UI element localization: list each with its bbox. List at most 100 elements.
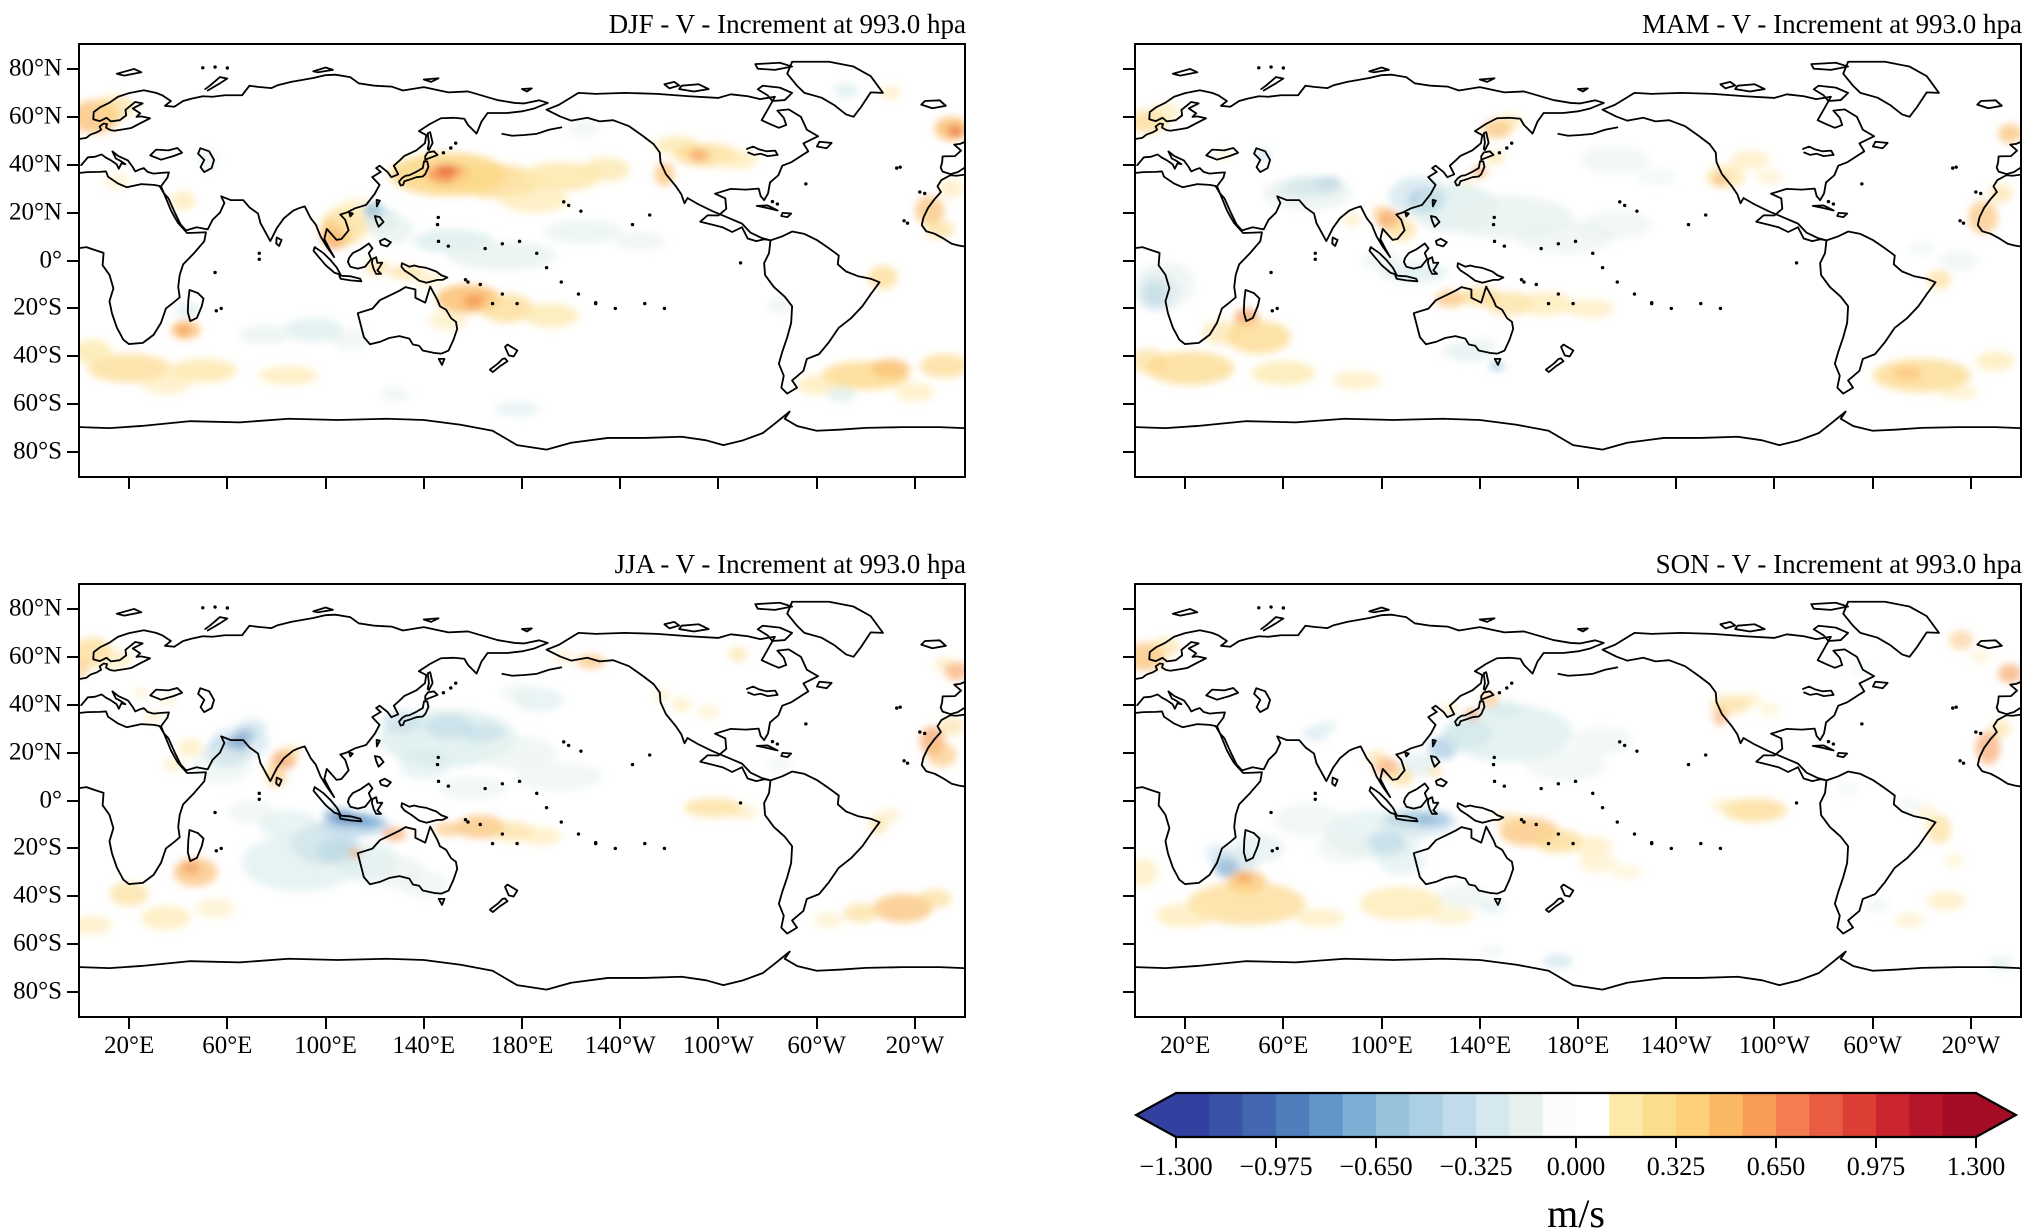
anomaly-blob xyxy=(1573,726,1633,756)
coastline-australia xyxy=(356,285,459,355)
panel-djf: DJF - V - Increment at 993.0 hpa 80°N 60°… xyxy=(9,9,966,489)
anomaly-blob xyxy=(242,834,360,892)
coastlines xyxy=(80,600,964,991)
coastline-taiwan xyxy=(375,739,381,748)
coastline-cuba xyxy=(755,744,779,752)
coastline-severnaya-zemlya xyxy=(312,606,334,614)
anomaly-blob xyxy=(1916,805,1937,820)
coastline-caspian-sea xyxy=(197,147,215,174)
coastline-nw-africa xyxy=(1976,713,2020,788)
lon-tick xyxy=(1577,478,1579,489)
anomaly-field xyxy=(1136,102,2020,400)
lon-tick xyxy=(1675,478,1678,489)
lat-tick xyxy=(67,751,78,754)
anomaly-blob xyxy=(369,215,414,244)
anomaly-field xyxy=(80,637,964,935)
anomaly-blob xyxy=(80,339,112,364)
lat-tick xyxy=(67,607,78,610)
anomaly-blob xyxy=(1136,260,1195,309)
lat-tick xyxy=(1123,67,1134,70)
coastline-antarctica xyxy=(80,950,964,991)
anomaly-blob xyxy=(1489,361,1505,371)
anomaly-blob xyxy=(873,893,933,923)
anomaly-blob xyxy=(399,869,449,899)
anomaly-blob xyxy=(436,164,456,177)
anomaly-blob xyxy=(1359,886,1443,921)
anomaly-blob xyxy=(180,860,201,875)
coastline-ellesmere xyxy=(754,601,794,611)
lon-tick-label: 100°W xyxy=(1738,1032,1810,1059)
anomaly-blob xyxy=(671,697,692,712)
anomaly-blob xyxy=(1519,291,1574,316)
anomaly-blob xyxy=(1948,630,1974,650)
anomaly-blob xyxy=(1435,290,1466,308)
coastline-nw-africa xyxy=(920,173,964,248)
lat-tick xyxy=(1123,895,1134,898)
anomaly-blob xyxy=(1710,798,1741,813)
coastline-hispaniola xyxy=(1836,751,1849,759)
coastline-new-siberian-islands xyxy=(1478,617,1496,623)
coastline-iberia-france xyxy=(939,681,964,715)
panel-title-jja: JJA - V - Increment at 993.0 hpa xyxy=(614,549,966,579)
coastline-great-lakes xyxy=(746,685,779,698)
anomaly-blob xyxy=(1578,853,1618,873)
coastline-banks-island xyxy=(1719,620,1737,630)
coastline-wrangel xyxy=(521,627,533,633)
coastline-nz-south xyxy=(1544,897,1565,913)
coastline-great-lakes xyxy=(1802,145,1835,158)
coastline-black-sea xyxy=(149,687,184,701)
coastline-nw-africa xyxy=(920,713,964,788)
coastline-wrangel xyxy=(1577,87,1589,93)
anomaly-blob xyxy=(94,95,135,120)
lon-tick xyxy=(226,478,229,489)
lat-tick xyxy=(67,355,78,358)
anomaly-blob xyxy=(1894,913,1925,928)
coastline-black-sea xyxy=(1205,687,1240,701)
coastline-sumatra xyxy=(312,246,342,276)
anomaly-blob xyxy=(195,898,235,918)
anomaly-blob xyxy=(178,738,203,758)
coastline-svalbard xyxy=(115,68,143,77)
lon-tick xyxy=(913,1018,916,1029)
lon-tick xyxy=(1478,478,1481,489)
coastline-cuba xyxy=(1811,204,1835,212)
coastline-nz-north xyxy=(1560,343,1575,358)
coastline-hokkaido xyxy=(424,690,439,701)
coastline-novaya-zemlya xyxy=(1260,616,1285,632)
anomaly-blob xyxy=(919,353,964,378)
anomaly-blob xyxy=(767,757,793,772)
coastline-madagascar xyxy=(1242,289,1261,322)
lat-tick xyxy=(1123,115,1134,118)
lat-tick xyxy=(67,991,78,994)
lat-tick xyxy=(1123,307,1134,310)
lat-tick xyxy=(67,67,78,70)
lon-tick-label: 20°E xyxy=(103,1032,155,1059)
colorbar-tick-labels: −1.300 −0.975 −0.650 −0.325 0.000 0.325 0.650 0… xyxy=(1139,1152,2005,1181)
lat-tick-label: 40°N xyxy=(8,690,62,718)
anomaly-blob xyxy=(1477,898,1507,914)
coastline-borneo xyxy=(1402,242,1430,270)
lon-tick xyxy=(815,1018,818,1029)
coastline-madagascar xyxy=(1242,829,1261,862)
anomaly-blob xyxy=(1543,953,1574,969)
svg-text:−0.325: −0.325 xyxy=(1439,1152,1512,1181)
lat-tick xyxy=(1123,799,1134,802)
anomaly-blob xyxy=(168,358,238,383)
lat-tick xyxy=(67,655,78,658)
anomaly-blob xyxy=(927,743,957,767)
lon-tick xyxy=(1675,1018,1678,1029)
lon-tick-label: 180°E xyxy=(1546,1032,1610,1059)
lat-tick xyxy=(1123,655,1134,658)
anomaly-blob xyxy=(1263,176,1353,211)
coastline-java xyxy=(338,814,363,823)
anomaly-field xyxy=(1136,630,2020,971)
coastline-banks-island xyxy=(1719,80,1737,90)
coastline-honshu xyxy=(1454,700,1486,727)
coastline-ellesmere xyxy=(1810,601,1850,611)
lon-tick xyxy=(913,478,916,489)
coastline-banks-island xyxy=(663,620,681,630)
anomaly-blob xyxy=(1526,747,1606,782)
lon-tick xyxy=(1969,1018,1972,1029)
coastline-nz-north xyxy=(504,343,519,358)
coastline-nz-south xyxy=(488,897,509,913)
